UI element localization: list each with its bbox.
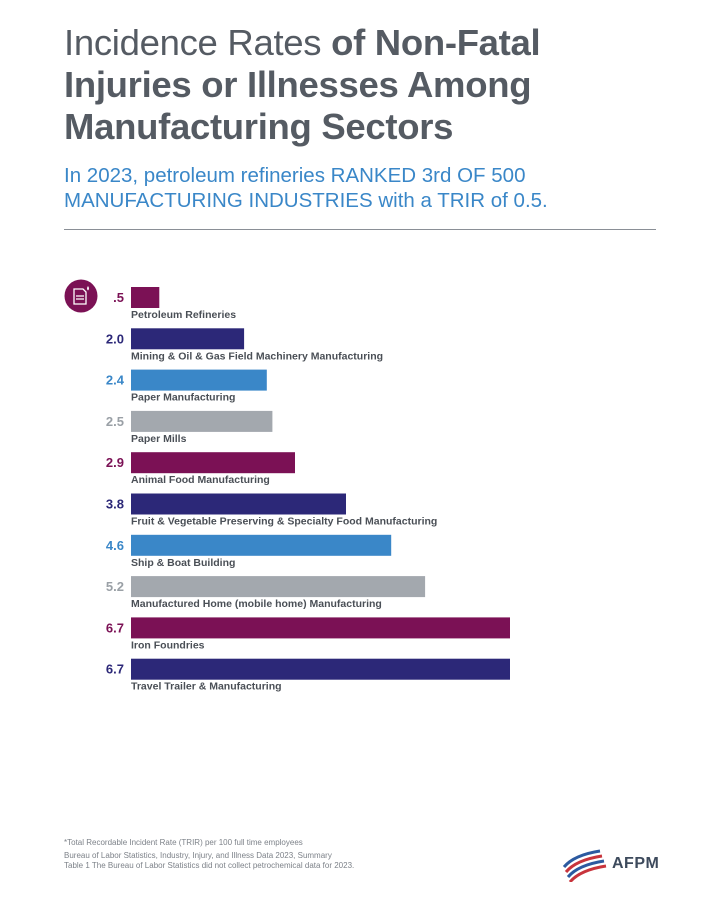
bar-category-label: Manufactured Home (mobile home) Manufact… [131, 598, 382, 610]
title-bold: of Non-Fatal Injuries or Illnesses Among… [64, 22, 541, 147]
afpm-logo: AFPM [562, 846, 662, 884]
bar [131, 328, 245, 350]
bar-value-label: 4.6 [106, 538, 124, 553]
page-title: Incidence Rates of Non-Fatal Injuries or… [64, 22, 664, 148]
footnote-trir: *Total Recordable Incident Rate (TRIR) p… [64, 838, 303, 847]
bar-value-label: 2.0 [106, 331, 124, 346]
bar [131, 410, 273, 432]
bar [131, 658, 510, 680]
afpm-flag-icon [562, 849, 607, 884]
bar-category-label: Petroleum Refineries [131, 309, 236, 321]
bar-category-label: Fruit & Vegetable Preserving & Specialty… [131, 516, 437, 528]
bar-category-label: Paper Manufacturing [131, 392, 235, 404]
footnote-table: Table 1 The Bureau of Labor Statistics d… [64, 861, 355, 870]
bar-category-label: Animal Food Manufacturing [131, 474, 270, 486]
bar-chart: .5 Petroleum Refineries 2.0 Mining & Oil & … [64, 279, 510, 693]
bar [131, 576, 426, 598]
bar-value-label: 6.7 [106, 662, 124, 677]
bar-category-label: Ship & Boat Building [131, 557, 235, 569]
bar [131, 369, 267, 391]
bar-category-label: Paper Mills [131, 433, 187, 445]
bar-category-label: Travel Trailer & Manufacturing [131, 681, 282, 693]
header-divider [64, 229, 656, 230]
bar-value-label: 5.2 [106, 579, 124, 594]
bar [131, 617, 510, 639]
bar-value-label: .5 [113, 290, 124, 305]
footnote-source: Bureau of Labor Statistics, Industry, In… [64, 851, 332, 860]
footnotes: *Total Recordable Incident Rate (TRIR) p… [64, 838, 424, 871]
title-light: Incidence Rates [64, 22, 332, 63]
bar-value-label: 2.4 [106, 373, 125, 388]
refinery-icon [64, 279, 98, 313]
bar-value-label: 6.7 [106, 620, 124, 635]
bar-value-label: 2.5 [106, 414, 124, 429]
afpm-logo-text: AFPM [612, 855, 660, 872]
bar-value-label: 3.8 [106, 497, 124, 512]
bar [131, 534, 392, 556]
bar-value-label: 2.9 [106, 455, 124, 470]
page-subtitle: In 2023, petroleum refineries RANKED 3rd… [64, 164, 548, 212]
bar-category-label: Mining & Oil & Gas Field Machinery Manuf… [131, 350, 383, 362]
bar [131, 452, 295, 474]
bar-category-label: Iron Foundries [131, 639, 205, 651]
bar [131, 287, 160, 308]
bar [131, 493, 346, 515]
